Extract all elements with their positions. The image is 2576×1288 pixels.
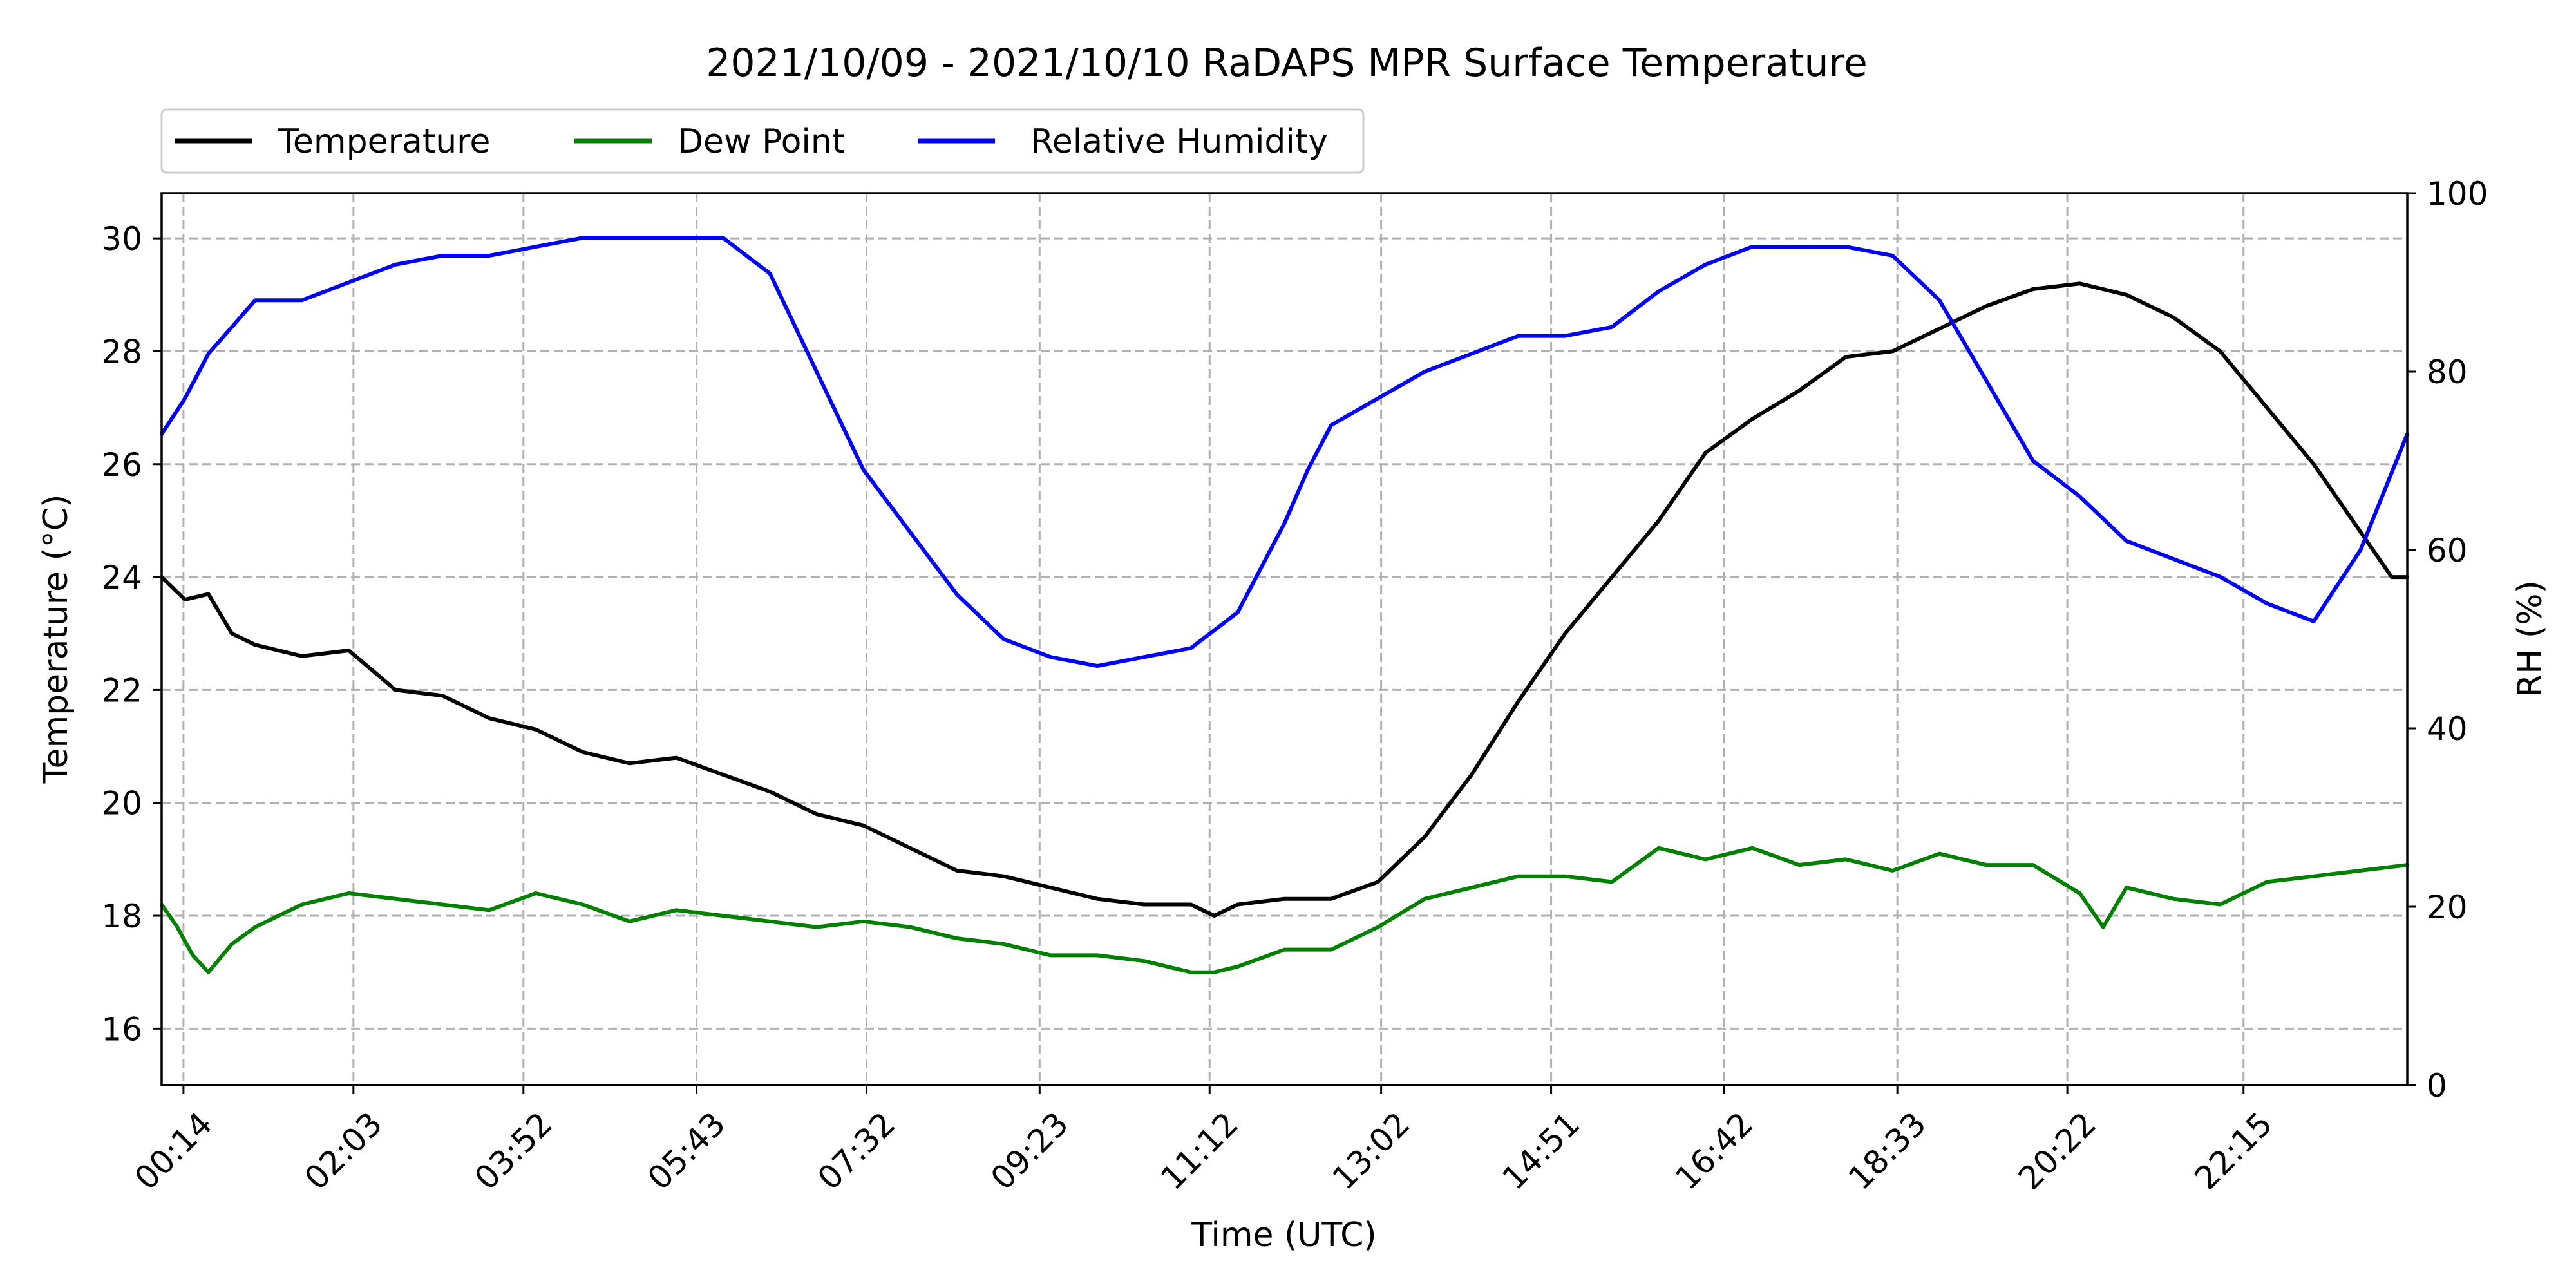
y2-tick-label: 100	[2427, 175, 2488, 213]
legend-label-relative-humidity: Relative Humidity	[1030, 122, 1328, 161]
plot-frame	[160, 192, 2409, 1086]
legend: Temperature Dew Point Relative Humidity	[160, 108, 1365, 174]
series-layer	[160, 236, 2409, 974]
y2-tick-label: 0	[2427, 1067, 2447, 1104]
y-tick-label: 16	[101, 1010, 142, 1048]
legend-label-temperature: Temperature	[278, 122, 490, 161]
y-tick-label: 22	[101, 672, 142, 709]
y-tick-label: 18	[101, 898, 142, 935]
x-axis-label: Time (UTC)	[1191, 1216, 1376, 1255]
y2-tick-label: 80	[2427, 354, 2468, 391]
y2-tick-label: 40	[2427, 710, 2468, 748]
y-tick-label: 28	[101, 333, 142, 370]
legend-box	[160, 108, 1365, 174]
series-line-dew-point	[160, 846, 2409, 974]
series-line-relative-humidity	[160, 236, 2409, 668]
y-tick-label: 26	[101, 446, 142, 484]
y-tick-label: 20	[101, 785, 142, 822]
chart-title: 2021/10/09 - 2021/10/10 RaDAPS MPR Surfa…	[706, 41, 1868, 86]
y2-tick-label: 20	[2427, 889, 2468, 926]
y2-tick-label: 60	[2427, 532, 2468, 569]
grid	[162, 193, 2407, 1085]
y2-axis-label: RH (%)	[2511, 580, 2550, 697]
y-axis-label: Temperature (°C)	[37, 495, 75, 784]
series-line-temperature	[160, 281, 2409, 918]
y-tick-label: 24	[101, 559, 142, 596]
y-tick-label: 30	[101, 220, 142, 258]
legend-label-dew-point: Dew Point	[677, 122, 845, 161]
